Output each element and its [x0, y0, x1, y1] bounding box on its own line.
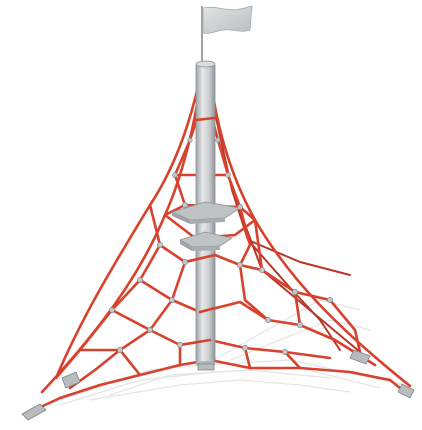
lower-platform	[179, 231, 234, 251]
front-ropes	[178, 116, 217, 347]
flag	[201, 5, 253, 64]
ground-anchors	[21, 349, 415, 421]
upper-platform	[170, 201, 242, 224]
rope-connectors	[109, 137, 333, 355]
